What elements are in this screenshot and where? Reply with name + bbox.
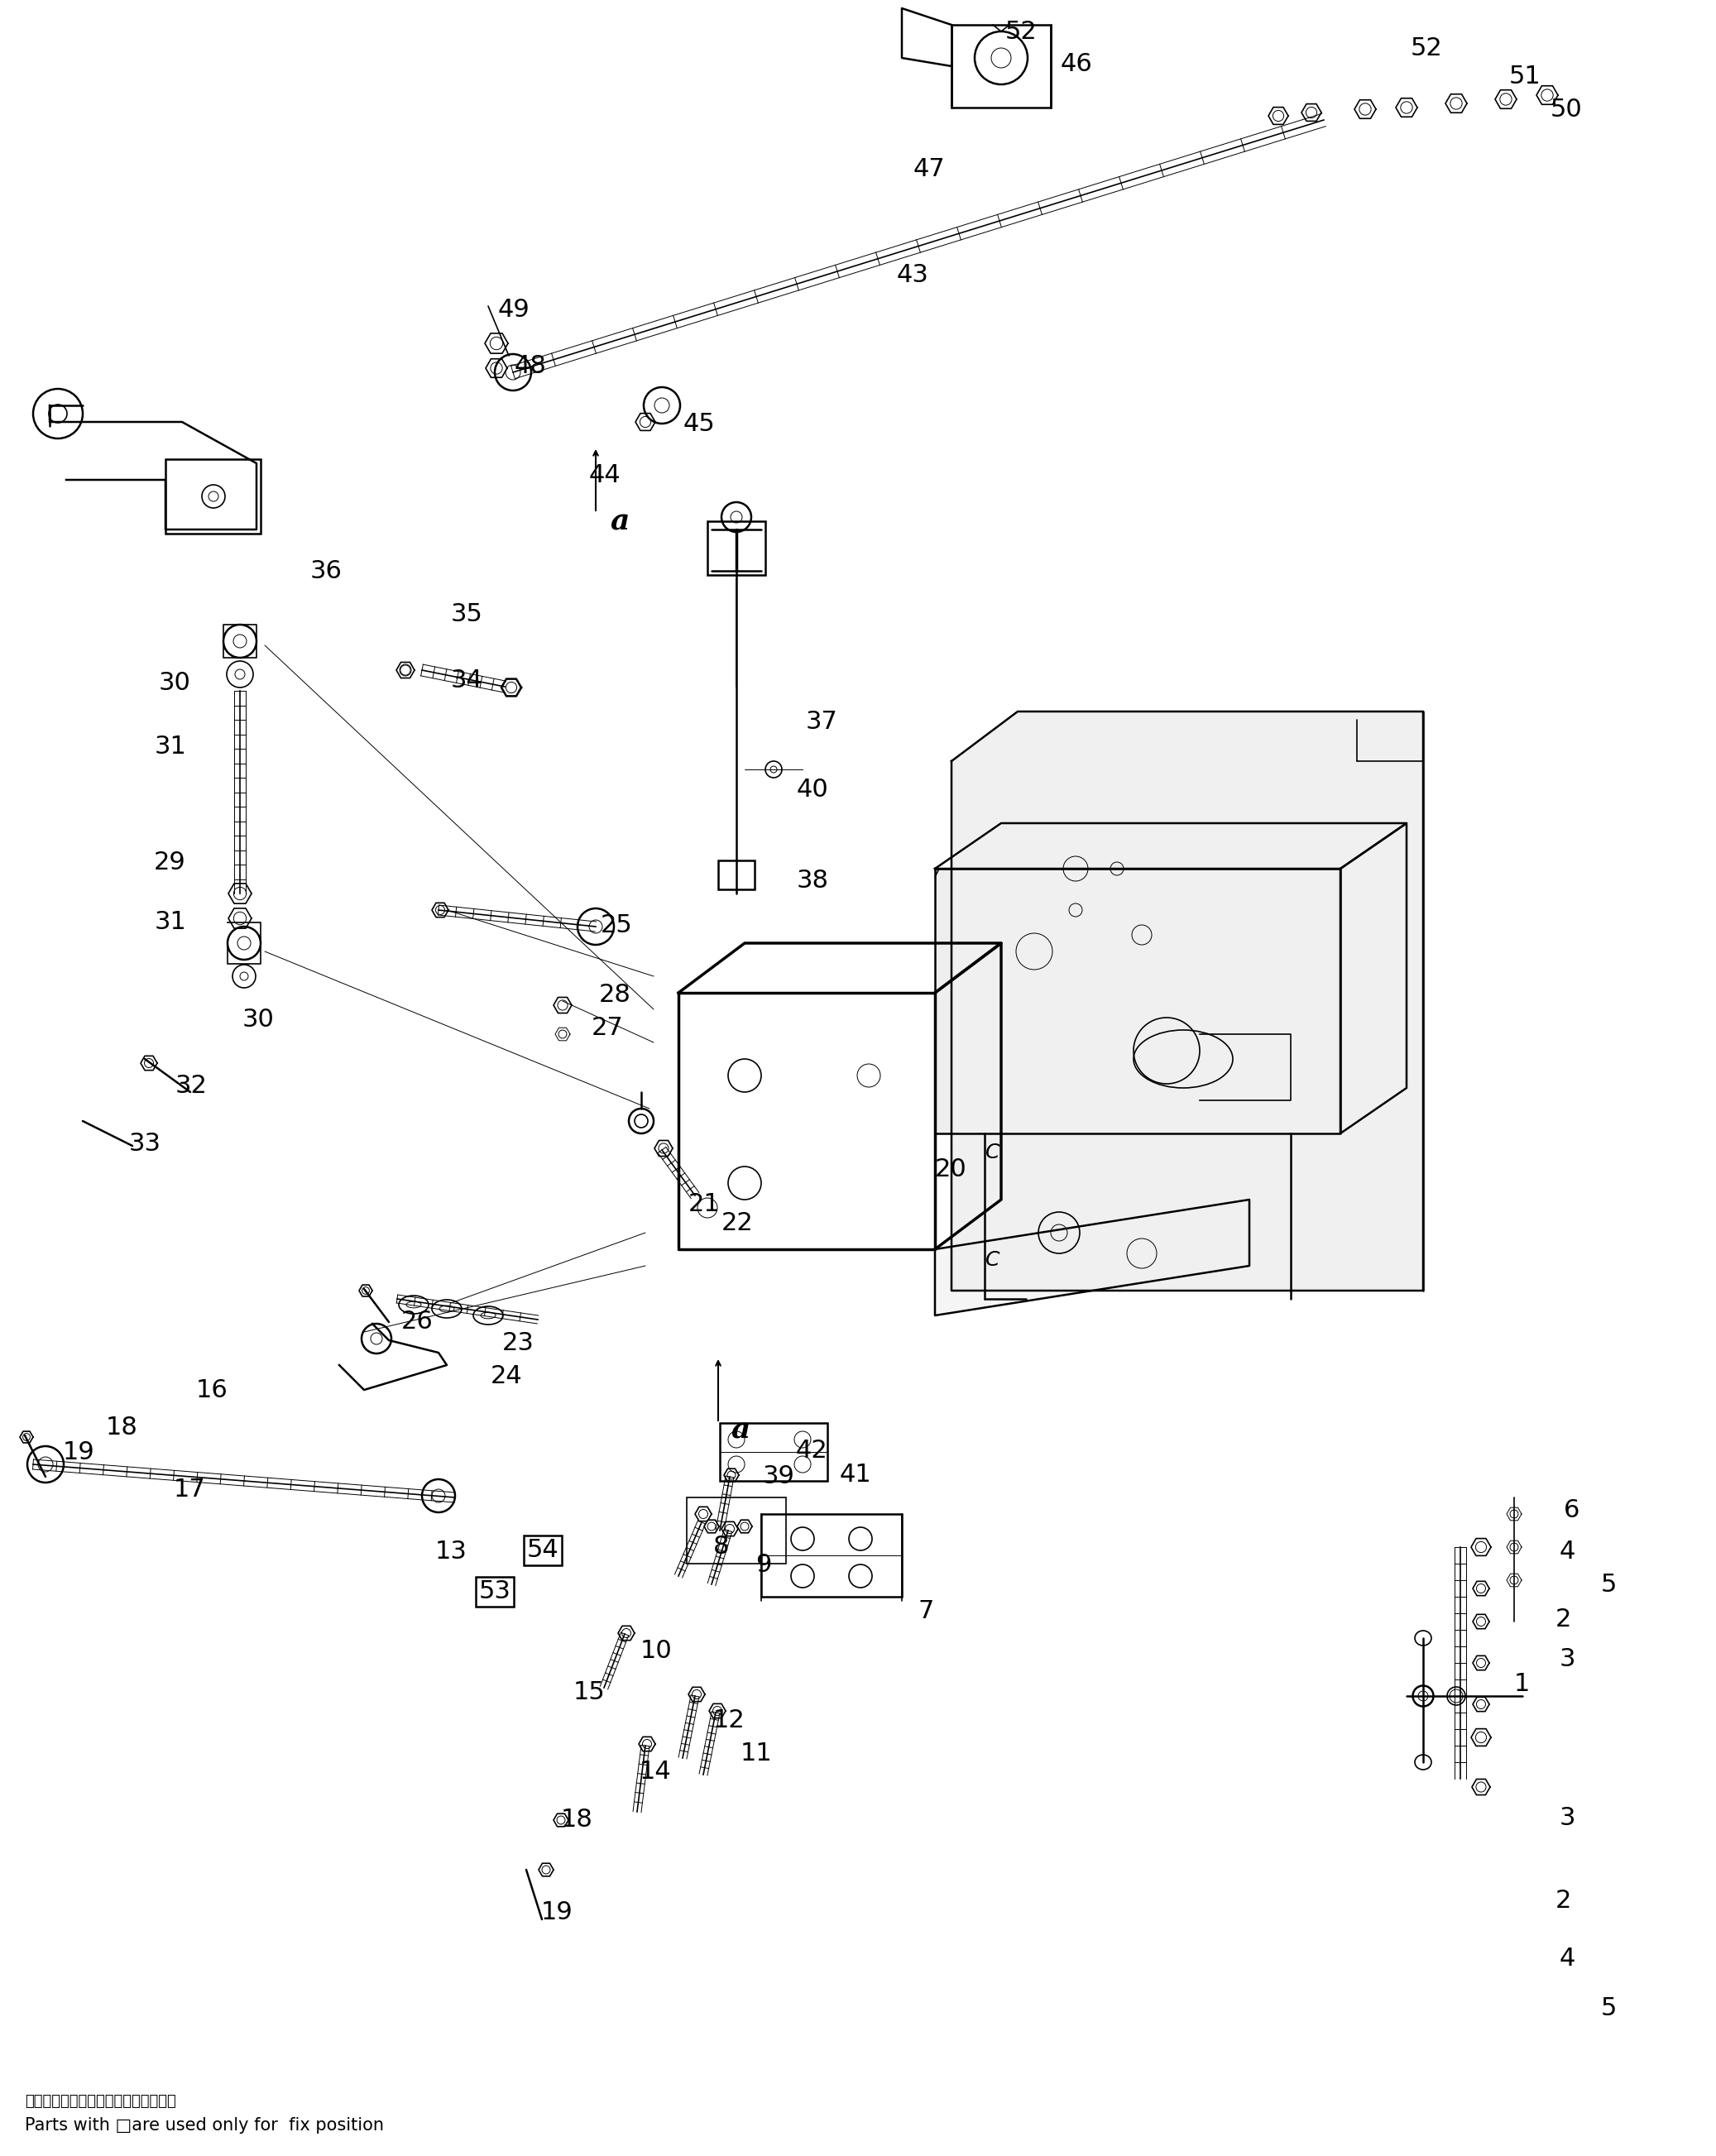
Text: 46: 46 [1060, 52, 1093, 75]
Text: $C$: $C$ [985, 1143, 1000, 1162]
Text: 5: 5 [1601, 1996, 1616, 2020]
Bar [686, 1498, 786, 1563]
Text: 35: 35 [451, 602, 484, 625]
Text: 25: 25 [601, 912, 633, 938]
Bar [719, 860, 755, 890]
Text: 51: 51 [1508, 65, 1541, 88]
Text: 23: 23 [503, 1330, 534, 1354]
Text: 8: 8 [714, 1535, 729, 1559]
Text: 17: 17 [173, 1477, 206, 1501]
Text: 52: 52 [1411, 37, 1443, 60]
Text: 19: 19 [541, 1902, 573, 1925]
Text: 26: 26 [402, 1309, 434, 1332]
Bar [719, 1423, 827, 1481]
Text: 27: 27 [592, 1015, 623, 1039]
Text: Parts with □are used only for  fix position: Parts with □are used only for fix positi… [24, 2117, 384, 2134]
Polygon shape [935, 869, 1340, 1134]
Text: 29: 29 [154, 849, 185, 873]
Text: 3: 3 [1560, 1647, 1575, 1671]
Text: $C$: $C$ [985, 1250, 1000, 1270]
Text: 5: 5 [1601, 1572, 1616, 1595]
Text: 41: 41 [839, 1462, 872, 1485]
Text: 33: 33 [129, 1132, 161, 1156]
Text: 34: 34 [451, 668, 484, 692]
Text: 6: 6 [1563, 1498, 1580, 1522]
Text: 18: 18 [106, 1414, 137, 1438]
Text: 50: 50 [1551, 97, 1582, 121]
Text: 3: 3 [1560, 1807, 1575, 1830]
Text: 42: 42 [796, 1438, 829, 1462]
Text: 18: 18 [561, 1809, 594, 1833]
Text: 43: 43 [897, 263, 928, 287]
Text: 1: 1 [1514, 1671, 1531, 1695]
Text: 4: 4 [1560, 1947, 1575, 1971]
Text: 40: 40 [796, 778, 829, 802]
Text: 20: 20 [935, 1158, 968, 1181]
Polygon shape [935, 1199, 1249, 1315]
Text: 31: 31 [154, 910, 187, 934]
Bar [707, 522, 765, 576]
Text: 44: 44 [589, 464, 621, 487]
Text: 30: 30 [160, 671, 190, 694]
Text: 19: 19 [63, 1440, 94, 1464]
Text: 48: 48 [515, 354, 547, 377]
Text: 53: 53 [479, 1580, 511, 1604]
Text: 47: 47 [913, 157, 946, 181]
Text: 4: 4 [1560, 1539, 1575, 1563]
Text: ［印刺品は位置決め用であり装着せず: ［印刺品は位置決め用であり装着せず [24, 2093, 177, 2109]
Text: 13: 13 [436, 1539, 467, 1563]
Bar [762, 1514, 903, 1598]
Text: 32: 32 [175, 1074, 208, 1097]
Text: 37: 37 [807, 709, 837, 733]
Text: 28: 28 [599, 983, 631, 1007]
Text: 24: 24 [491, 1365, 523, 1388]
Bar [165, 459, 261, 535]
Text: 39: 39 [764, 1464, 795, 1488]
Bar [951, 26, 1050, 108]
Text: 12: 12 [714, 1710, 745, 1733]
Text: 7: 7 [918, 1600, 935, 1623]
Text: 54: 54 [527, 1539, 559, 1563]
Text: 11: 11 [741, 1742, 772, 1766]
Text: 2: 2 [1555, 1889, 1572, 1912]
Text: 22: 22 [721, 1212, 753, 1235]
Text: 31: 31 [154, 735, 187, 759]
Text: 9: 9 [755, 1552, 772, 1578]
Text: 2: 2 [1555, 1608, 1572, 1632]
Text: 38: 38 [796, 869, 829, 893]
Text: 10: 10 [640, 1639, 673, 1662]
Polygon shape [951, 711, 1423, 1291]
Text: a: a [731, 1416, 750, 1445]
Text: 36: 36 [311, 558, 343, 582]
Text: a: a [611, 507, 630, 535]
Text: 52: 52 [1006, 19, 1038, 43]
Text: 14: 14 [640, 1759, 671, 1785]
Text: 49: 49 [498, 298, 530, 321]
Text: 16: 16 [196, 1378, 228, 1401]
Text: 15: 15 [573, 1680, 606, 1703]
Text: 45: 45 [683, 412, 716, 436]
Text: 21: 21 [688, 1192, 721, 1216]
Text: 30: 30 [242, 1007, 275, 1031]
